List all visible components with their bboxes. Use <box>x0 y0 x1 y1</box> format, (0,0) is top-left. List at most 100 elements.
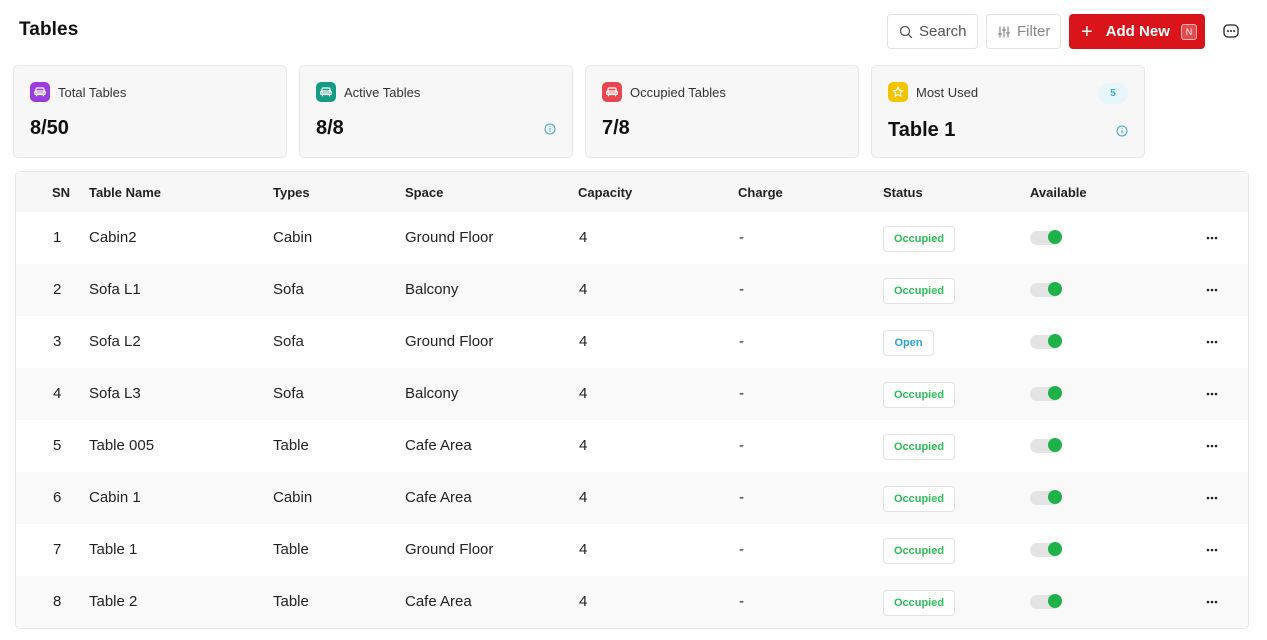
cell-type: Sofa <box>273 385 304 402</box>
cell-table-name: Table 2 <box>89 593 138 610</box>
cell-table-name: Table 005 <box>89 437 155 454</box>
cell-space: Cafe Area <box>405 437 472 454</box>
cell-sn: 2 <box>53 281 62 298</box>
cell-charge: - <box>739 281 744 298</box>
row-actions-icon[interactable] <box>1202 439 1222 453</box>
cell-charge: - <box>739 593 744 610</box>
row-actions-icon[interactable] <box>1202 231 1222 245</box>
toggle-knob <box>1048 386 1062 400</box>
cell-space: Ground Floor <box>405 333 494 350</box>
column-header-available: Available <box>1030 185 1087 200</box>
cell-charge: - <box>739 489 744 506</box>
page-header: Tables Search Filter + Add New N <box>0 0 1267 62</box>
cell-charge: - <box>739 229 744 246</box>
cell-charge: - <box>739 385 744 402</box>
count-badge: 5 <box>1098 83 1128 104</box>
filter-sliders-icon <box>997 25 1011 39</box>
cell-charge: - <box>739 541 744 558</box>
cell-table-name: Cabin2 <box>89 229 137 246</box>
cell-sn: 1 <box>53 229 62 246</box>
cell-table-name: Cabin 1 <box>89 489 141 506</box>
column-header-types: Types <box>273 185 310 200</box>
toggle-knob <box>1048 230 1062 244</box>
cell-type: Cabin <box>273 489 313 506</box>
cell-type: Sofa <box>273 281 304 298</box>
table-row[interactable]: 5 Table 005 Table Cafe Area 4 - Occupied <box>16 420 1248 472</box>
available-toggle[interactable] <box>1030 542 1062 557</box>
table-row[interactable]: 2 Sofa L1 Sofa Balcony 4 - Occupied <box>16 264 1248 316</box>
sofa-icon <box>602 82 622 102</box>
table-row[interactable]: 7 Table 1 Table Ground Floor 4 - Occupied <box>16 524 1248 576</box>
row-actions-icon[interactable] <box>1202 595 1222 609</box>
stat-label: Total Tables <box>58 85 127 100</box>
row-actions-icon[interactable] <box>1202 491 1222 505</box>
search-button[interactable]: Search <box>887 14 978 49</box>
cell-sn: 6 <box>53 489 62 506</box>
column-header-space: Space <box>405 185 444 200</box>
stat-card-occupied-tables: Occupied Tables 7/8 <box>585 65 859 158</box>
search-label: Search <box>919 23 967 40</box>
toggle-knob <box>1048 542 1062 556</box>
stat-card-total-tables: Total Tables 8/50 <box>13 65 287 158</box>
stat-card-most-used: Most Used 5 Table 1 <box>871 65 1145 158</box>
column-header-capacity: Capacity <box>578 185 633 200</box>
cell-table-name: Table 1 <box>89 541 138 558</box>
cell-sn: 7 <box>53 541 62 558</box>
cell-space: Ground Floor <box>405 541 494 558</box>
available-toggle[interactable] <box>1030 386 1062 401</box>
stat-value: 8/50 <box>30 117 69 139</box>
row-actions-icon[interactable] <box>1202 543 1222 557</box>
status-badge: Occupied <box>883 226 955 252</box>
stat-label: Active Tables <box>344 85 421 100</box>
table-row[interactable]: 4 Sofa L3 Sofa Balcony 4 - Occupied <box>16 368 1248 420</box>
add-new-label: Add New <box>1105 23 1170 40</box>
cell-type: Sofa <box>273 333 304 350</box>
table-row[interactable]: 3 Sofa L2 Sofa Ground Floor 4 - Open <box>16 316 1248 368</box>
toggle-knob <box>1048 438 1062 452</box>
stat-card-active-tables: Active Tables 8/8 <box>299 65 573 158</box>
cell-type: Table <box>273 593 309 610</box>
column-header-table-name: Table Name <box>89 185 162 200</box>
shortcut-badge: N <box>1181 24 1197 40</box>
available-toggle[interactable] <box>1030 230 1062 245</box>
cell-type: Table <box>273 541 309 558</box>
cell-sn: 4 <box>53 385 62 402</box>
filter-button[interactable]: Filter <box>986 14 1061 49</box>
cell-sn: 8 <box>53 593 62 610</box>
search-icon <box>899 25 913 39</box>
available-toggle[interactable] <box>1030 594 1062 609</box>
cell-table-name: Sofa L3 <box>89 385 141 402</box>
column-header-status: Status <box>883 185 923 200</box>
star-icon <box>888 82 908 102</box>
available-toggle[interactable] <box>1030 282 1062 297</box>
status-badge: Occupied <box>883 434 955 460</box>
stat-value: Table 1 <box>888 119 956 141</box>
toggle-knob <box>1048 334 1062 348</box>
available-toggle[interactable] <box>1030 438 1062 453</box>
table-row[interactable]: 6 Cabin 1 Cabin Cafe Area 4 - Occupied <box>16 472 1248 524</box>
row-actions-icon[interactable] <box>1202 283 1222 297</box>
table-row[interactable]: 1 Cabin2 Cabin Ground Floor 4 - Occupied <box>16 212 1248 264</box>
stat-value: 8/8 <box>316 117 344 139</box>
available-toggle[interactable] <box>1030 490 1062 505</box>
row-actions-icon[interactable] <box>1202 335 1222 349</box>
add-new-button[interactable]: + Add New N <box>1069 14 1205 49</box>
status-badge: Occupied <box>883 278 955 304</box>
status-badge: Occupied <box>883 538 955 564</box>
row-actions-icon[interactable] <box>1202 387 1222 401</box>
cell-sn: 5 <box>53 437 62 454</box>
info-icon[interactable] <box>1116 124 1128 137</box>
status-badge: Open <box>883 330 934 356</box>
cell-space: Balcony <box>405 385 459 402</box>
toggle-knob <box>1048 282 1062 296</box>
cell-capacity: 4 <box>579 229 588 246</box>
status-badge: Occupied <box>883 590 955 616</box>
cell-capacity: 4 <box>579 593 588 610</box>
table-row[interactable]: 8 Table 2 Table Cafe Area 4 - Occupied <box>16 576 1248 628</box>
more-options-icon[interactable] <box>1219 20 1243 42</box>
cell-space: Cafe Area <box>405 593 472 610</box>
cell-capacity: 4 <box>579 333 588 350</box>
info-icon[interactable] <box>544 122 556 135</box>
available-toggle[interactable] <box>1030 334 1062 349</box>
cell-type: Cabin <box>273 229 313 246</box>
